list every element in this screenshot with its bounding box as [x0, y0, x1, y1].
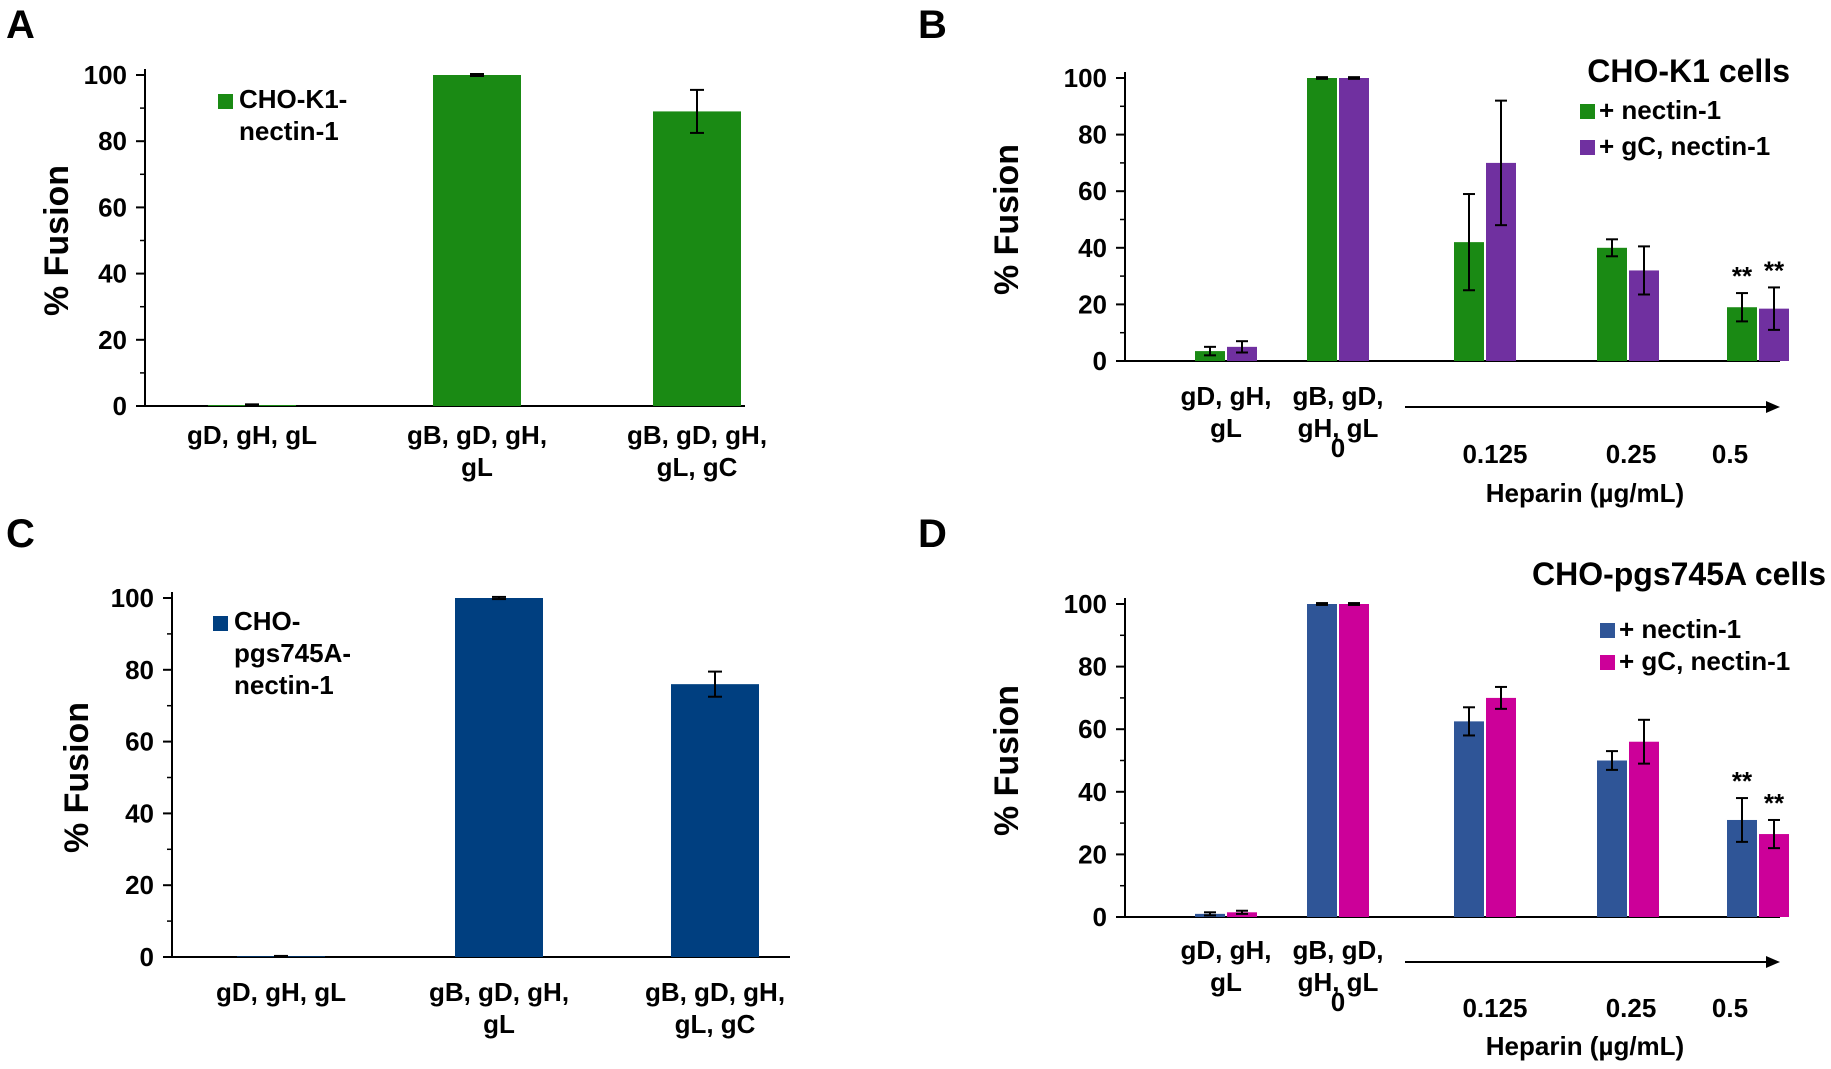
x-category-label-D: gD, gH, — [1181, 935, 1272, 965]
y-tick-label-D: 80 — [1078, 652, 1107, 682]
y-tick-label-C: 0 — [140, 942, 154, 972]
legend-label-C: pgs745A- — [234, 638, 351, 668]
y-tick-label-C: 40 — [125, 798, 154, 828]
x-category-label-D: gH, gL — [1298, 967, 1379, 997]
legend-swatch-D-1 — [1600, 655, 1615, 670]
legend-label-C: nectin-1 — [234, 670, 334, 700]
legend-swatch-D-0 — [1600, 623, 1615, 638]
bar-D-s0-c2 — [1454, 721, 1484, 917]
bar-D-s1-c3 — [1629, 741, 1659, 917]
heparin-arrowhead-B — [1766, 401, 1780, 413]
legend-swatch-B-0 — [1580, 104, 1595, 119]
y-tick-label-A: 20 — [98, 325, 127, 355]
legend-swatch-C — [213, 616, 228, 631]
x-category-label-C: gD, gH, gL — [216, 977, 346, 1007]
bar-D-s1-c2 — [1486, 697, 1516, 917]
significance-marker-D: ** — [1732, 766, 1753, 796]
x-category-label-B: gD, gH, — [1181, 381, 1272, 411]
y-tick-label-C: 60 — [125, 727, 154, 757]
bar-D-s1-c1 — [1339, 604, 1369, 917]
bar-C-s0-c1 — [455, 598, 543, 957]
panel-label-C: C — [6, 512, 35, 556]
bar-B-s0-c1 — [1307, 78, 1337, 361]
x-category-label-C: gL — [483, 1009, 515, 1039]
heparin-dose-label-B: 0.25 — [1606, 439, 1657, 469]
y-tick-label-B: 0 — [1093, 346, 1107, 376]
y-tick-label-B: 60 — [1078, 176, 1107, 206]
heparin-dose-label-B: 0.5 — [1712, 439, 1748, 469]
y-axis-label-A: % Fusion — [38, 165, 76, 316]
y-tick-label-B: 20 — [1078, 289, 1107, 319]
x-category-label-C: gB, gD, gH, — [429, 977, 569, 1007]
heparin-dose-label-D: 0.25 — [1606, 993, 1657, 1023]
y-tick-label-A: 60 — [98, 192, 127, 222]
bar-D-s0-c3 — [1597, 760, 1627, 917]
x-category-label-D: gL — [1210, 967, 1242, 997]
legend-label-B-1: + gC, nectin-1 — [1599, 131, 1770, 161]
legend-swatch-A — [218, 94, 233, 109]
panel-label-B: B — [918, 3, 947, 47]
y-axis-label-B: % Fusion — [988, 144, 1026, 295]
y-tick-label-D: 40 — [1078, 777, 1107, 807]
significance-marker-B: ** — [1764, 255, 1785, 285]
y-axis-label-D: % Fusion — [988, 685, 1026, 836]
bar-D-s0-c1 — [1307, 604, 1337, 917]
panel-label-D: D — [918, 512, 947, 556]
x-category-label-B: gL — [1210, 413, 1242, 443]
y-tick-label-D: 0 — [1093, 902, 1107, 932]
x-category-label-A: gL, gC — [657, 452, 738, 482]
y-tick-label-C: 100 — [111, 583, 154, 613]
x-category-label-A: gD, gH, gL — [187, 420, 317, 450]
y-tick-label-D: 100 — [1064, 589, 1107, 619]
y-tick-label-B: 40 — [1078, 233, 1107, 263]
y-tick-label-D: 60 — [1078, 714, 1107, 744]
y-tick-label-A: 40 — [98, 259, 127, 289]
x-category-label-C: gL, gC — [675, 1009, 756, 1039]
bar-C-s0-c2 — [671, 684, 759, 957]
heparin-dose-label-B: 0 — [1331, 433, 1345, 463]
panel-label-A: A — [6, 3, 35, 47]
y-tick-label-B: 80 — [1078, 120, 1107, 150]
legend-label-A: CHO-K1- — [239, 84, 347, 114]
legend-label-B-0: + nectin-1 — [1599, 95, 1721, 125]
y-tick-label-D: 20 — [1078, 839, 1107, 869]
y-tick-label-C: 80 — [125, 655, 154, 685]
x-category-label-B: gH, gL — [1298, 413, 1379, 443]
heparin-dose-label-B: 0.125 — [1462, 439, 1527, 469]
x-axis-label-D: Heparin (µg/mL) — [1486, 1031, 1684, 1061]
heparin-dose-label-D: 0.5 — [1712, 993, 1748, 1023]
heparin-dose-label-D: 0 — [1331, 987, 1345, 1017]
bar-B-s1-c1 — [1339, 78, 1369, 361]
x-category-label-A: gL — [461, 452, 493, 482]
heparin-arrowhead-D — [1766, 956, 1780, 968]
y-tick-label-A: 0 — [113, 391, 127, 421]
bar-A-s0-c2 — [653, 111, 741, 406]
bar-A-s0-c1 — [433, 75, 521, 406]
y-tick-label-C: 20 — [125, 870, 154, 900]
bar-B-s1-c0 — [1227, 346, 1257, 361]
legend-label-D-0: + nectin-1 — [1619, 614, 1741, 644]
legend-label-D-1: + gC, nectin-1 — [1619, 646, 1790, 676]
y-tick-label-B: 100 — [1064, 63, 1107, 93]
significance-marker-B: ** — [1732, 261, 1753, 291]
chart-title-D: CHO-pgs745A cells — [1532, 556, 1826, 592]
y-tick-label-A: 100 — [84, 60, 127, 90]
y-axis-label-C: % Fusion — [58, 702, 96, 853]
bar-B-s0-c3 — [1597, 247, 1627, 361]
significance-marker-D: ** — [1764, 788, 1785, 818]
x-category-label-C: gB, gD, gH, — [645, 977, 785, 1007]
legend-label-A: nectin-1 — [239, 116, 339, 146]
x-category-label-D: gB, gD, — [1293, 935, 1384, 965]
legend-label-C: CHO- — [234, 606, 300, 636]
x-axis-label-B: Heparin (µg/mL) — [1486, 478, 1684, 508]
y-tick-label-A: 80 — [98, 126, 127, 156]
chart-title-B: CHO-K1 cells — [1587, 53, 1790, 89]
legend-swatch-B-1 — [1580, 140, 1595, 155]
x-category-label-A: gB, gD, gH, — [627, 420, 767, 450]
x-category-label-A: gB, gD, gH, — [407, 420, 547, 450]
heparin-dose-label-D: 0.125 — [1462, 993, 1527, 1023]
x-category-label-B: gB, gD, — [1293, 381, 1384, 411]
